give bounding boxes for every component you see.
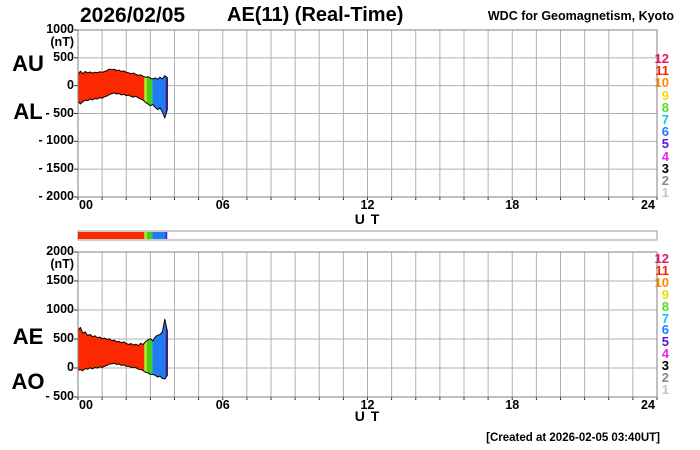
availability-bar bbox=[77, 230, 658, 241]
station-count-legend-item: 9 bbox=[661, 286, 669, 302]
station-count-legend-item: 2 bbox=[661, 370, 669, 385]
station-count-legend-item: 11 bbox=[655, 63, 669, 79]
x-tick-label: 18 bbox=[505, 198, 520, 212]
band-outline bbox=[77, 68, 168, 119]
y-tick-label: 1000 bbox=[46, 22, 74, 36]
station-count-legend-item: 3 bbox=[661, 358, 669, 374]
station-count-legend-item: 10 bbox=[654, 274, 669, 290]
x-tick-label: 00 bbox=[79, 198, 93, 212]
y-tick-label: - 1500 bbox=[38, 161, 74, 176]
station-count-legend-item: 6 bbox=[661, 322, 669, 338]
plot-border bbox=[77, 29, 658, 198]
xaxis-title-bottom: U T bbox=[354, 408, 381, 424]
x-tick-label: 18 bbox=[505, 398, 520, 412]
unit-label-bottom: (nT) bbox=[50, 257, 74, 271]
station-count-legend-item: 12 bbox=[654, 251, 669, 266]
station-count-legend-item: 4 bbox=[661, 346, 669, 362]
availability-segment-8-stations bbox=[146, 232, 153, 239]
band-segment-9-stations bbox=[144, 76, 147, 104]
y-tick-label: 1000 bbox=[46, 302, 74, 316]
station-count-legend-item: 5 bbox=[661, 136, 669, 152]
availability-segment-5-stations bbox=[165, 232, 168, 239]
station-count-legend-item: 11 bbox=[655, 262, 669, 278]
xaxis-title-top: U T bbox=[354, 211, 381, 227]
availability-segment-6-stations bbox=[152, 232, 166, 239]
x-tick-label: 24 bbox=[641, 198, 655, 212]
station-count-legend-item: 1 bbox=[661, 381, 669, 397]
y-tick-label: 0 bbox=[67, 77, 74, 92]
station-count-legend-item: 9 bbox=[661, 87, 669, 103]
x-tick-label: 12 bbox=[360, 198, 375, 212]
band-segment-9-stations bbox=[144, 340, 147, 373]
y-tick-label: 1500 bbox=[46, 273, 74, 287]
availability-segment-9-stations bbox=[144, 232, 147, 239]
unit-label-top: (nT) bbox=[50, 35, 74, 49]
band-outline bbox=[77, 318, 168, 380]
band-segment-6-stations bbox=[152, 319, 166, 379]
y-tick-label: - 1000 bbox=[38, 133, 74, 148]
band-segment-5-stations bbox=[165, 321, 168, 379]
availability-segment-11-stations bbox=[78, 232, 145, 239]
panel-upper bbox=[74, 29, 658, 200]
y-tick-label: - 500 bbox=[45, 105, 75, 120]
band-segment-5-stations bbox=[165, 76, 168, 117]
station-count-legend-item: 2 bbox=[661, 173, 669, 188]
station-count-legend-item: 6 bbox=[661, 124, 669, 140]
station-count-legend-item: 4 bbox=[661, 148, 669, 164]
y-tick-label: 0 bbox=[67, 360, 74, 374]
plot-border bbox=[77, 251, 658, 398]
x-tick-label: 00 bbox=[79, 398, 93, 412]
station-count-legend-item: 8 bbox=[661, 99, 669, 115]
panel-lower bbox=[74, 251, 658, 400]
y-tick-label: 2000 bbox=[46, 244, 74, 258]
axis-label-au: AU bbox=[12, 51, 44, 76]
band-segment-11-stations bbox=[78, 327, 145, 372]
x-tick-label: 24 bbox=[641, 398, 655, 412]
station-count-legend-item: 12 bbox=[654, 51, 669, 66]
station-count-legend-item: 5 bbox=[661, 334, 669, 350]
x-tick-label: 06 bbox=[215, 398, 230, 412]
y-tick-label: - 500 bbox=[45, 389, 75, 403]
y-tick-label: 500 bbox=[53, 331, 74, 345]
plot-title: AE(11) (Real-Time) bbox=[227, 4, 404, 26]
station-count-legend-item: 7 bbox=[661, 310, 669, 326]
y-tick-label: 500 bbox=[53, 49, 74, 64]
station-count-legend-item: 8 bbox=[661, 298, 669, 314]
station-count-legend-item: 7 bbox=[661, 112, 669, 127]
band-segment-8-stations bbox=[146, 76, 153, 106]
plot-date: 2026/02/05 bbox=[80, 4, 186, 27]
y-tick-label: - 2000 bbox=[38, 189, 74, 203]
station-count-legend-item: 1 bbox=[661, 185, 669, 201]
source-label: WDC for Geomagnetism, Kyoto bbox=[487, 9, 674, 23]
axis-label-al: AL bbox=[13, 99, 43, 124]
x-tick-label: 12 bbox=[360, 398, 375, 412]
station-count-legend-item: 10 bbox=[654, 75, 669, 91]
x-tick-label: 06 bbox=[215, 198, 230, 212]
band-segment-8-stations bbox=[146, 338, 153, 375]
axis-label-ao: AO bbox=[11, 369, 45, 394]
station-count-legend-item: 3 bbox=[661, 160, 669, 176]
axis-label-ae: AE bbox=[12, 324, 44, 349]
created-timestamp: [Created at 2026-02-05 03:40UT] bbox=[486, 432, 660, 444]
